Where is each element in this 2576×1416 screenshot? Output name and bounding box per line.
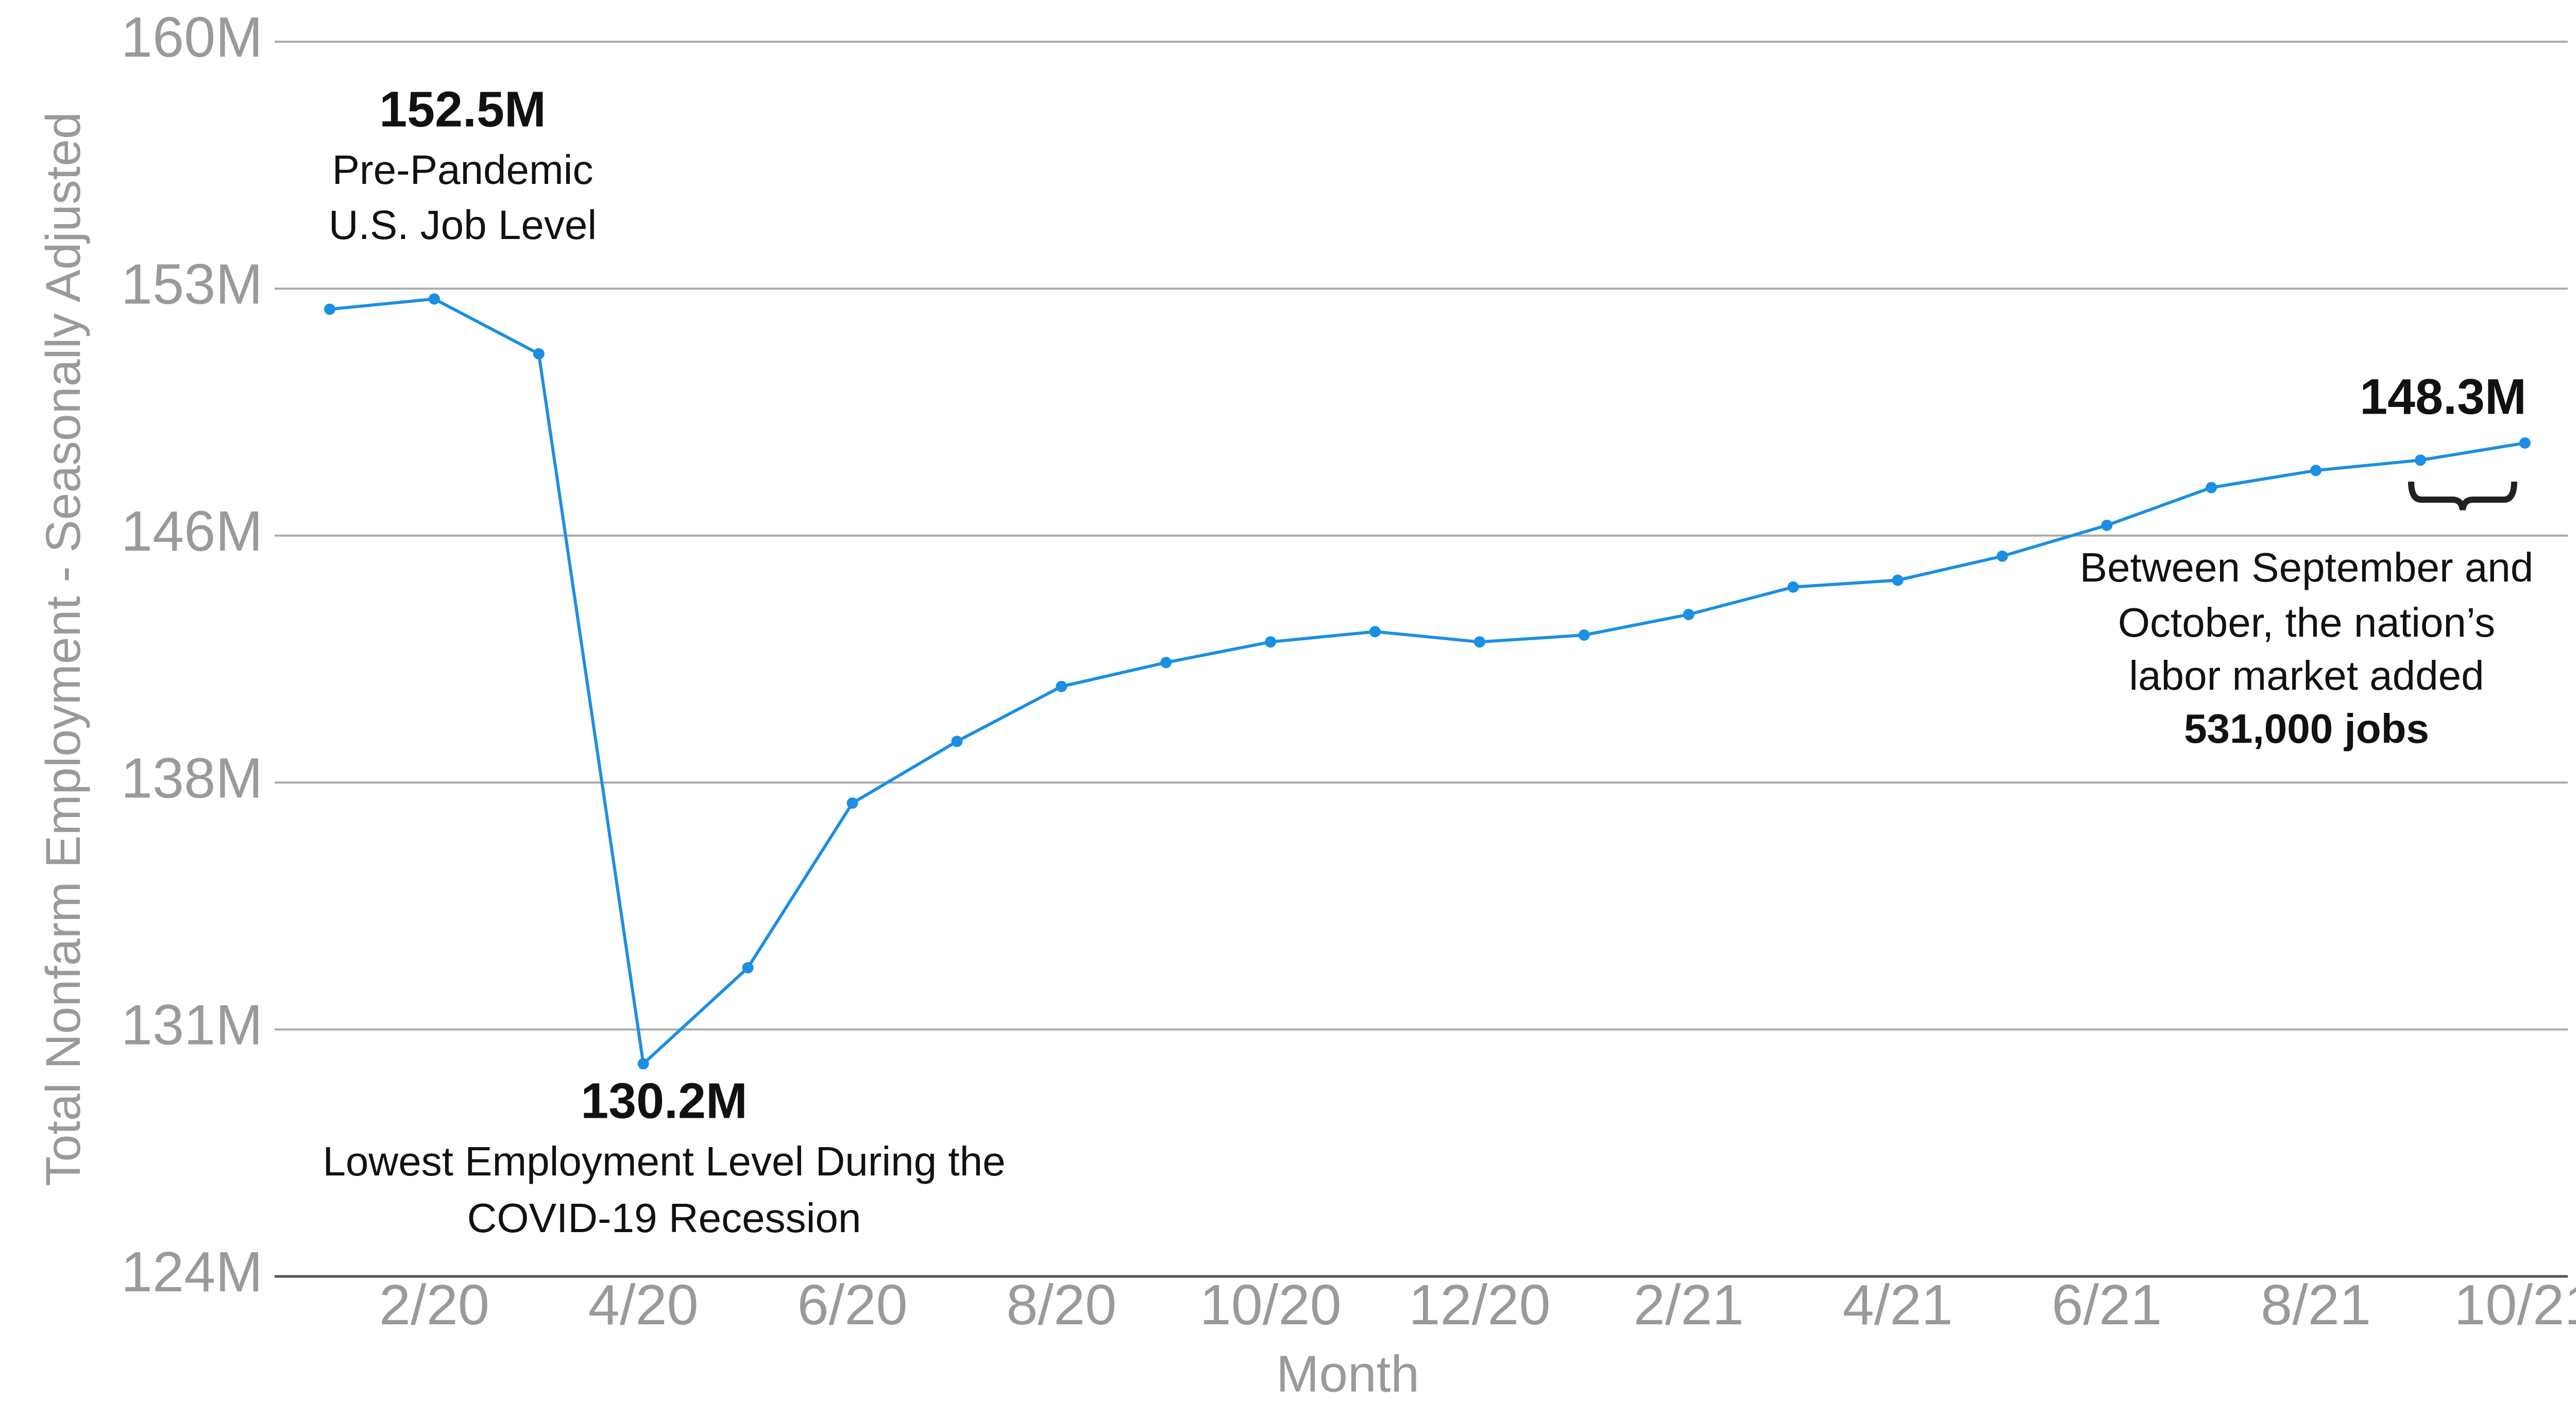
brace	[2408, 481, 2517, 510]
point	[533, 348, 545, 360]
point	[1265, 636, 1277, 648]
annotation: COVID-19 Recession	[467, 1195, 861, 1241]
point	[637, 1058, 649, 1070]
point	[1473, 636, 1485, 648]
x-tick-label: 4/21	[1842, 1273, 1953, 1337]
x-tick-label: 2/20	[379, 1273, 489, 1337]
x-tick-label: 6/21	[2052, 1273, 2162, 1337]
x-tick-label: 4/20	[588, 1273, 699, 1337]
annotation: 531,000 jobs	[2184, 706, 2429, 752]
annotation: 148.3M	[2360, 369, 2527, 425]
x-tick-label: 8/20	[1006, 1273, 1116, 1337]
annotation: Pre-Pandemic	[332, 147, 594, 193]
point	[2101, 519, 2113, 531]
point	[1787, 581, 1799, 593]
point	[1683, 608, 1694, 620]
annotation: Between September and	[2080, 544, 2534, 590]
point	[2206, 482, 2217, 493]
point	[1056, 680, 1067, 692]
y-tick-label: 131M	[121, 994, 263, 1057]
y-tick-label: 146M	[121, 500, 263, 563]
y-tick-label: 138M	[121, 746, 263, 810]
annotation: U.S. Job Level	[329, 202, 597, 248]
annotation: Lowest Employment Level During the	[323, 1138, 1005, 1184]
y-tick-label: 124M	[121, 1240, 263, 1304]
annotation: 152.5M	[379, 81, 546, 138]
point	[1892, 574, 1904, 586]
point	[1160, 657, 1172, 669]
point	[2415, 454, 2426, 466]
y-axis-label: Total Nonfarm Employment - Seasonally Ad…	[36, 112, 91, 1186]
point	[742, 962, 754, 974]
x-tick-label: 12/20	[1409, 1273, 1550, 1337]
x-tick-label: 8/21	[2261, 1273, 2371, 1337]
point	[2310, 465, 2322, 476]
x-tick-label: 2/21	[1634, 1273, 1744, 1337]
point	[324, 303, 335, 315]
x-axis-label: Month	[1276, 1345, 1419, 1403]
annotation: 130.2M	[581, 1073, 748, 1129]
point	[2519, 437, 2531, 449]
x-tick-label: 10/20	[1199, 1273, 1341, 1337]
point	[1578, 629, 1590, 641]
y-tick-label: 160M	[121, 6, 263, 69]
point	[428, 293, 440, 305]
line	[329, 297, 2526, 1067]
point	[846, 797, 858, 809]
y-tick-label: 153M	[121, 252, 263, 316]
point	[951, 736, 963, 747]
point	[1369, 626, 1381, 638]
x-tick-label: 6/20	[797, 1273, 907, 1337]
annotation: labor market added	[2129, 653, 2484, 698]
annotation: October, the nation’s	[2118, 600, 2495, 645]
x-tick-label: 10/21	[2454, 1273, 2576, 1337]
point	[1996, 550, 2008, 562]
